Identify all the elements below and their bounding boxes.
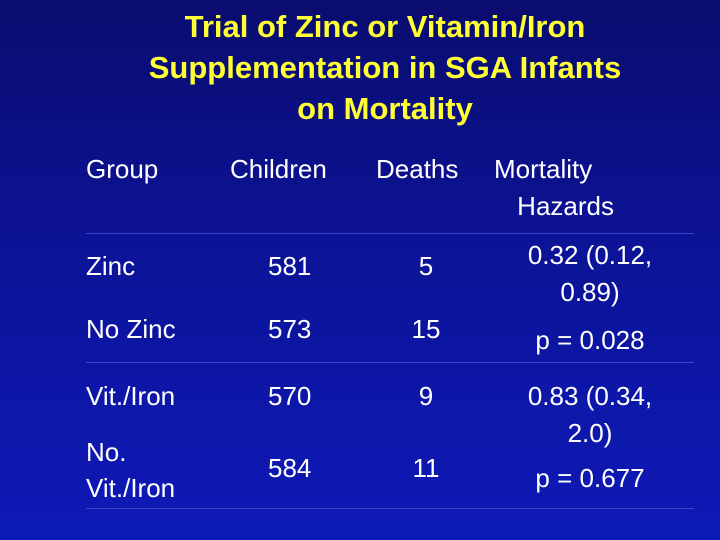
row-vit-iron-children: 570 <box>268 381 312 411</box>
title-line-2: Supplementation in SGA Infants <box>148 50 622 85</box>
vit-iron-hazard-ci-end: 2.0) <box>567 418 613 448</box>
row-zinc-group: Zinc <box>86 251 136 281</box>
row-no-vit-iron-group-line-2: Vit./Iron <box>86 473 176 503</box>
header-deaths: Deaths <box>376 154 459 184</box>
row-no-vit-iron-group-line-1: No. <box>86 437 127 467</box>
title-line-3: on Mortality <box>297 91 473 126</box>
vit-iron-hazard-p-value: p = 0.677 <box>535 463 645 493</box>
header-children: Children <box>230 154 327 184</box>
row-no-zinc-children: 573 <box>268 314 312 344</box>
header-hazards-line-1: Mortality <box>494 154 593 184</box>
row-no-vit-iron-children: 584 <box>268 453 312 483</box>
row-no-vit-iron-deaths: 11 <box>412 453 440 483</box>
zinc-hazard-ratio: 0.32 (0.12, <box>527 240 653 270</box>
row-zinc-deaths: 5 <box>418 251 434 281</box>
header-divider <box>86 233 694 234</box>
title-line-1: Trial of Zinc or Vitamin/Iron <box>184 9 586 44</box>
row-vit-iron-group: Vit./Iron <box>86 381 176 411</box>
zinc-hazard-ci-end: 0.89) <box>560 277 620 307</box>
vit-iron-hazard-ratio: 0.83 (0.34, <box>527 381 653 411</box>
row-vit-iron-deaths: 9 <box>418 381 434 411</box>
header-hazards-line-2: Hazards <box>517 191 614 221</box>
table-bottom-rule <box>86 508 694 509</box>
row-zinc-children: 581 <box>268 251 312 281</box>
group-divider <box>86 362 694 363</box>
zinc-hazard-p-value: p = 0.028 <box>535 325 645 355</box>
row-no-zinc-group: No Zinc <box>86 314 176 344</box>
slide-title: Trial of Zinc or Vitamin/Iron Supplement… <box>0 6 720 129</box>
header-group: Group <box>86 154 159 184</box>
row-no-zinc-deaths: 15 <box>411 314 441 344</box>
